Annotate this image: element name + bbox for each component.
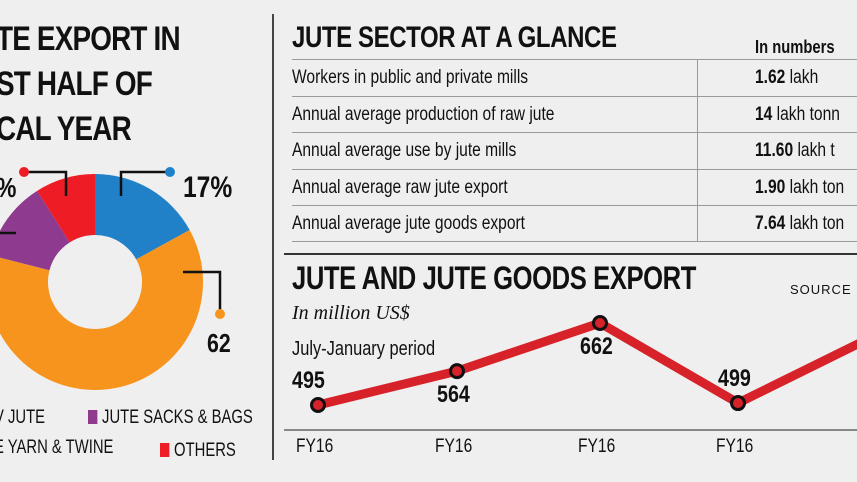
x-tick-label: FY16 (716, 436, 754, 457)
table-col-divider (697, 59, 698, 241)
donut-slice-orange (0, 229, 203, 390)
row-value-number: 11.60 (755, 140, 794, 161)
glance-col-header: In numbers (755, 37, 835, 57)
row-value-unit: lakh (785, 67, 819, 88)
data-label: 499 (718, 365, 751, 393)
row-value-number: 1.90 (755, 176, 786, 198)
donut-slice-red (37, 174, 95, 243)
donut-chart (0, 167, 225, 390)
table-row: Workers in public and private mills 1.62 … (292, 59, 857, 96)
row-label: Annual average production of raw jute (292, 103, 555, 125)
table-row: Annual average use by jute mills 11.60 la… (292, 132, 857, 169)
table-row: Annual average raw jute export 1.90 lakh … (292, 168, 857, 206)
legend-item-raw-jute: V JUTE (0, 407, 45, 429)
unit-label: In million US$ (292, 302, 410, 324)
data-point (310, 397, 326, 413)
table-bottom-border (292, 241, 857, 242)
data-label: 495 (292, 367, 325, 394)
legend-label: V JUTE (0, 407, 46, 428)
leader-dot-red (19, 167, 29, 177)
data-point (730, 395, 746, 412)
legend-label: OTHERS (174, 440, 236, 461)
row-value-unit: lakh ton (785, 176, 845, 198)
row-value-number: 14 (755, 103, 773, 125)
row-value-number: 7.64 (755, 213, 786, 234)
legend-swatch (88, 410, 98, 424)
legend-item-yarn-twine: E YARN & TWINE (0, 437, 113, 459)
row-label: Annual average use by jute mills (292, 140, 517, 161)
glance-title: JUTE SECTOR AT A GLANCE (292, 21, 617, 54)
period-label: July-January period (292, 338, 436, 360)
data-point (592, 315, 608, 332)
row-label: Annual average jute goods export (292, 213, 526, 234)
donut-slice-purple (0, 190, 70, 271)
leader-line-red (24, 170, 68, 196)
row-value-unit: lakh ton (785, 213, 845, 234)
title-line-2: ST HALF OF (0, 65, 153, 103)
row-value: 1.62 lakh (755, 67, 818, 89)
table-row: Annual average jute goods export 7.64 lak… (292, 205, 857, 242)
row-value: 7.64 lakh ton (755, 213, 844, 235)
donut-slice-blue (95, 174, 190, 260)
donut-label-orange: 62 (207, 328, 231, 358)
x-tick-label: FY16 (578, 436, 616, 457)
legend-label: JUTE SACKS & BAGS (102, 407, 253, 428)
x-tick-label: FY16 (296, 436, 334, 457)
leader-line-orange (183, 270, 222, 310)
export-title: JUTE AND JUTE GOODS EXPORT (292, 260, 696, 296)
data-point (449, 363, 465, 380)
row-label: Annual average raw jute export (292, 176, 508, 198)
leader-line-blue (119, 170, 170, 196)
data-label: 564 (437, 381, 470, 409)
row-value-unit: lakh t (793, 140, 835, 161)
title-line-1: TE EXPORT IN (0, 20, 181, 58)
leader-dot-blue (165, 167, 175, 177)
row-value: 14 lakh tonn (755, 104, 840, 126)
row-label: Workers in public and private mills (292, 67, 529, 88)
legend-label: E YARN & TWINE (0, 437, 114, 458)
data-label: 662 (580, 333, 613, 360)
donut-label-blue: 17% (183, 171, 233, 204)
section-divider (284, 253, 857, 255)
legend-swatch (160, 443, 170, 457)
row-value-unit: lakh tonn (772, 103, 840, 125)
row-value: 11.60 lakh t (755, 140, 835, 162)
title-line-3: CAL YEAR (0, 110, 132, 148)
legend-item-sacks-bags: JUTE SACKS & BAGS (88, 407, 253, 429)
donut-label-left: % (0, 172, 16, 204)
leader-dot-orange (215, 309, 225, 319)
source-label: SOURCE (790, 282, 852, 297)
x-tick-label: FY16 (435, 436, 473, 457)
row-value: 1.90 lakh ton (755, 177, 844, 199)
panel-divider (272, 14, 274, 460)
row-value-number: 1.62 (755, 67, 786, 88)
legend-item-others: OTHERS (160, 440, 236, 462)
table-row: Annual average production of raw jute 14 … (292, 95, 857, 133)
